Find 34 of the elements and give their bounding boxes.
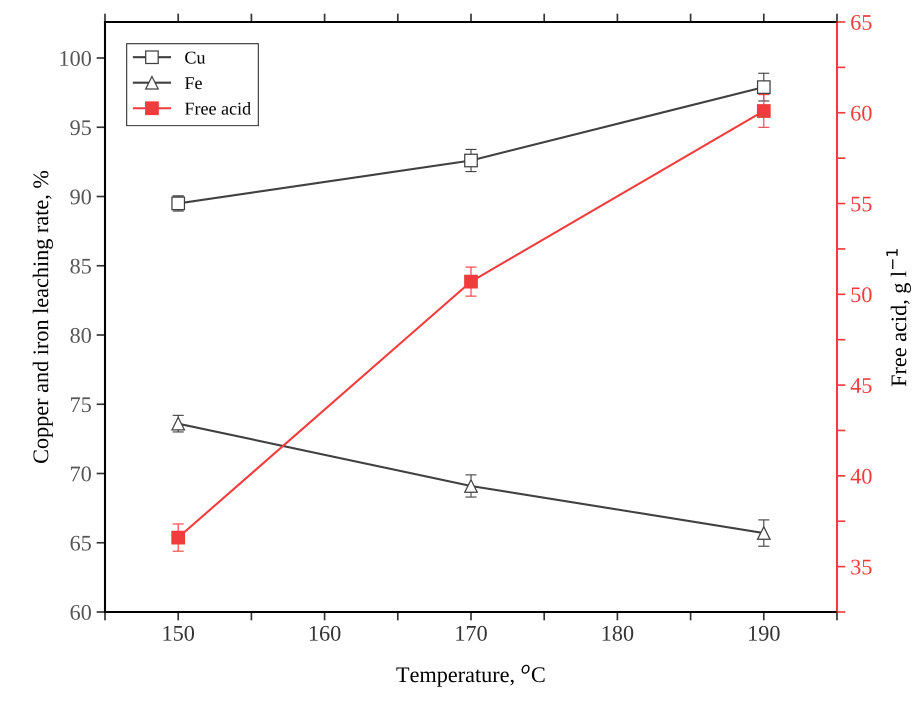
y-tick-label: 90	[70, 189, 91, 204]
legend-label: Free acid	[184, 102, 251, 115]
y-tick-label: 95	[70, 120, 91, 136]
point	[756, 80, 771, 94]
x-axis-title: Temperature, $^{o}$C	[396, 664, 545, 687]
y2-tick-label: 55	[851, 196, 872, 212]
y-tick-label: 80	[70, 328, 91, 343]
y2-tick-label: 60	[851, 106, 872, 121]
point	[464, 154, 478, 168]
x-tick-label: 190	[749, 626, 780, 641]
legend-label: Cu	[185, 52, 206, 64]
point	[464, 274, 478, 288]
y-axis-title: Copper and iron leaching rate, %	[32, 170, 53, 463]
y2-tick-label: 35	[851, 560, 872, 575]
point	[171, 530, 186, 544]
x-tick-label: 160	[310, 626, 340, 641]
point	[464, 479, 478, 493]
y-tick-label: 100	[60, 50, 91, 66]
y-tick-label: 75	[71, 397, 91, 412]
point	[756, 526, 771, 540]
x-tick-label: 150	[163, 626, 194, 641]
legend-label: Fe	[184, 77, 202, 90]
y2-tick-label: 40	[850, 468, 872, 484]
x-tick-label: 170	[456, 626, 487, 641]
x-tick-label: 180	[602, 626, 634, 641]
y2-tick-label: 45	[850, 378, 872, 394]
y-tick-label: 70	[71, 466, 91, 482]
y2-tick-label: 65	[851, 14, 872, 30]
y-tick-label: 85	[70, 258, 91, 274]
y-tick-label: 60	[70, 604, 91, 620]
y2-axis-title: Free acid, g l$^{−1}$	[886, 249, 911, 386]
y-tick-label: 65	[70, 536, 91, 551]
point	[756, 104, 771, 118]
y2-tick-label: 50	[851, 287, 872, 302]
